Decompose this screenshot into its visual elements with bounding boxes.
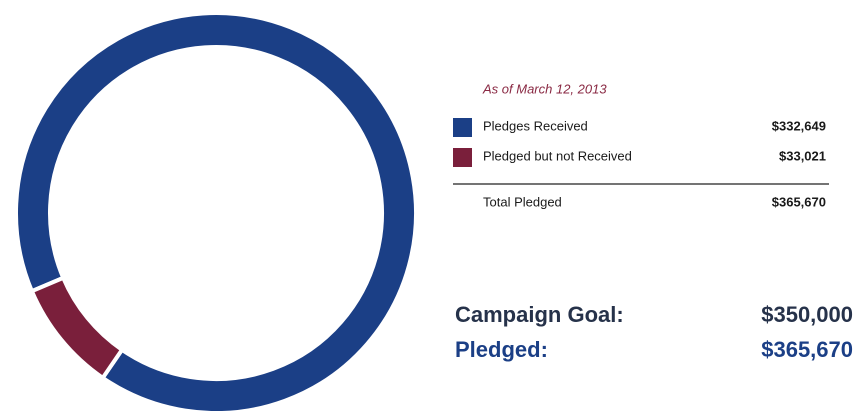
legend-label: Pledged but not Received — [483, 148, 632, 163]
total-value: $365,670 — [772, 194, 826, 209]
total-label: Total Pledged — [483, 194, 562, 209]
subtitle: As of March 12, 2013 — [482, 81, 607, 96]
summary-value: $365,670 — [761, 337, 853, 362]
legend-swatch — [453, 148, 472, 167]
legend-value: $332,649 — [772, 118, 826, 133]
summary-label: Campaign Goal: — [455, 302, 624, 327]
legend-swatch — [453, 118, 472, 137]
legend-value: $33,021 — [779, 148, 826, 163]
summary-label: Pledged: — [455, 337, 548, 362]
legend-label: Pledges Received — [483, 118, 588, 133]
donut-segment — [14, 11, 418, 411]
summary-value: $350,000 — [761, 302, 853, 327]
donut-segment — [29, 275, 125, 381]
